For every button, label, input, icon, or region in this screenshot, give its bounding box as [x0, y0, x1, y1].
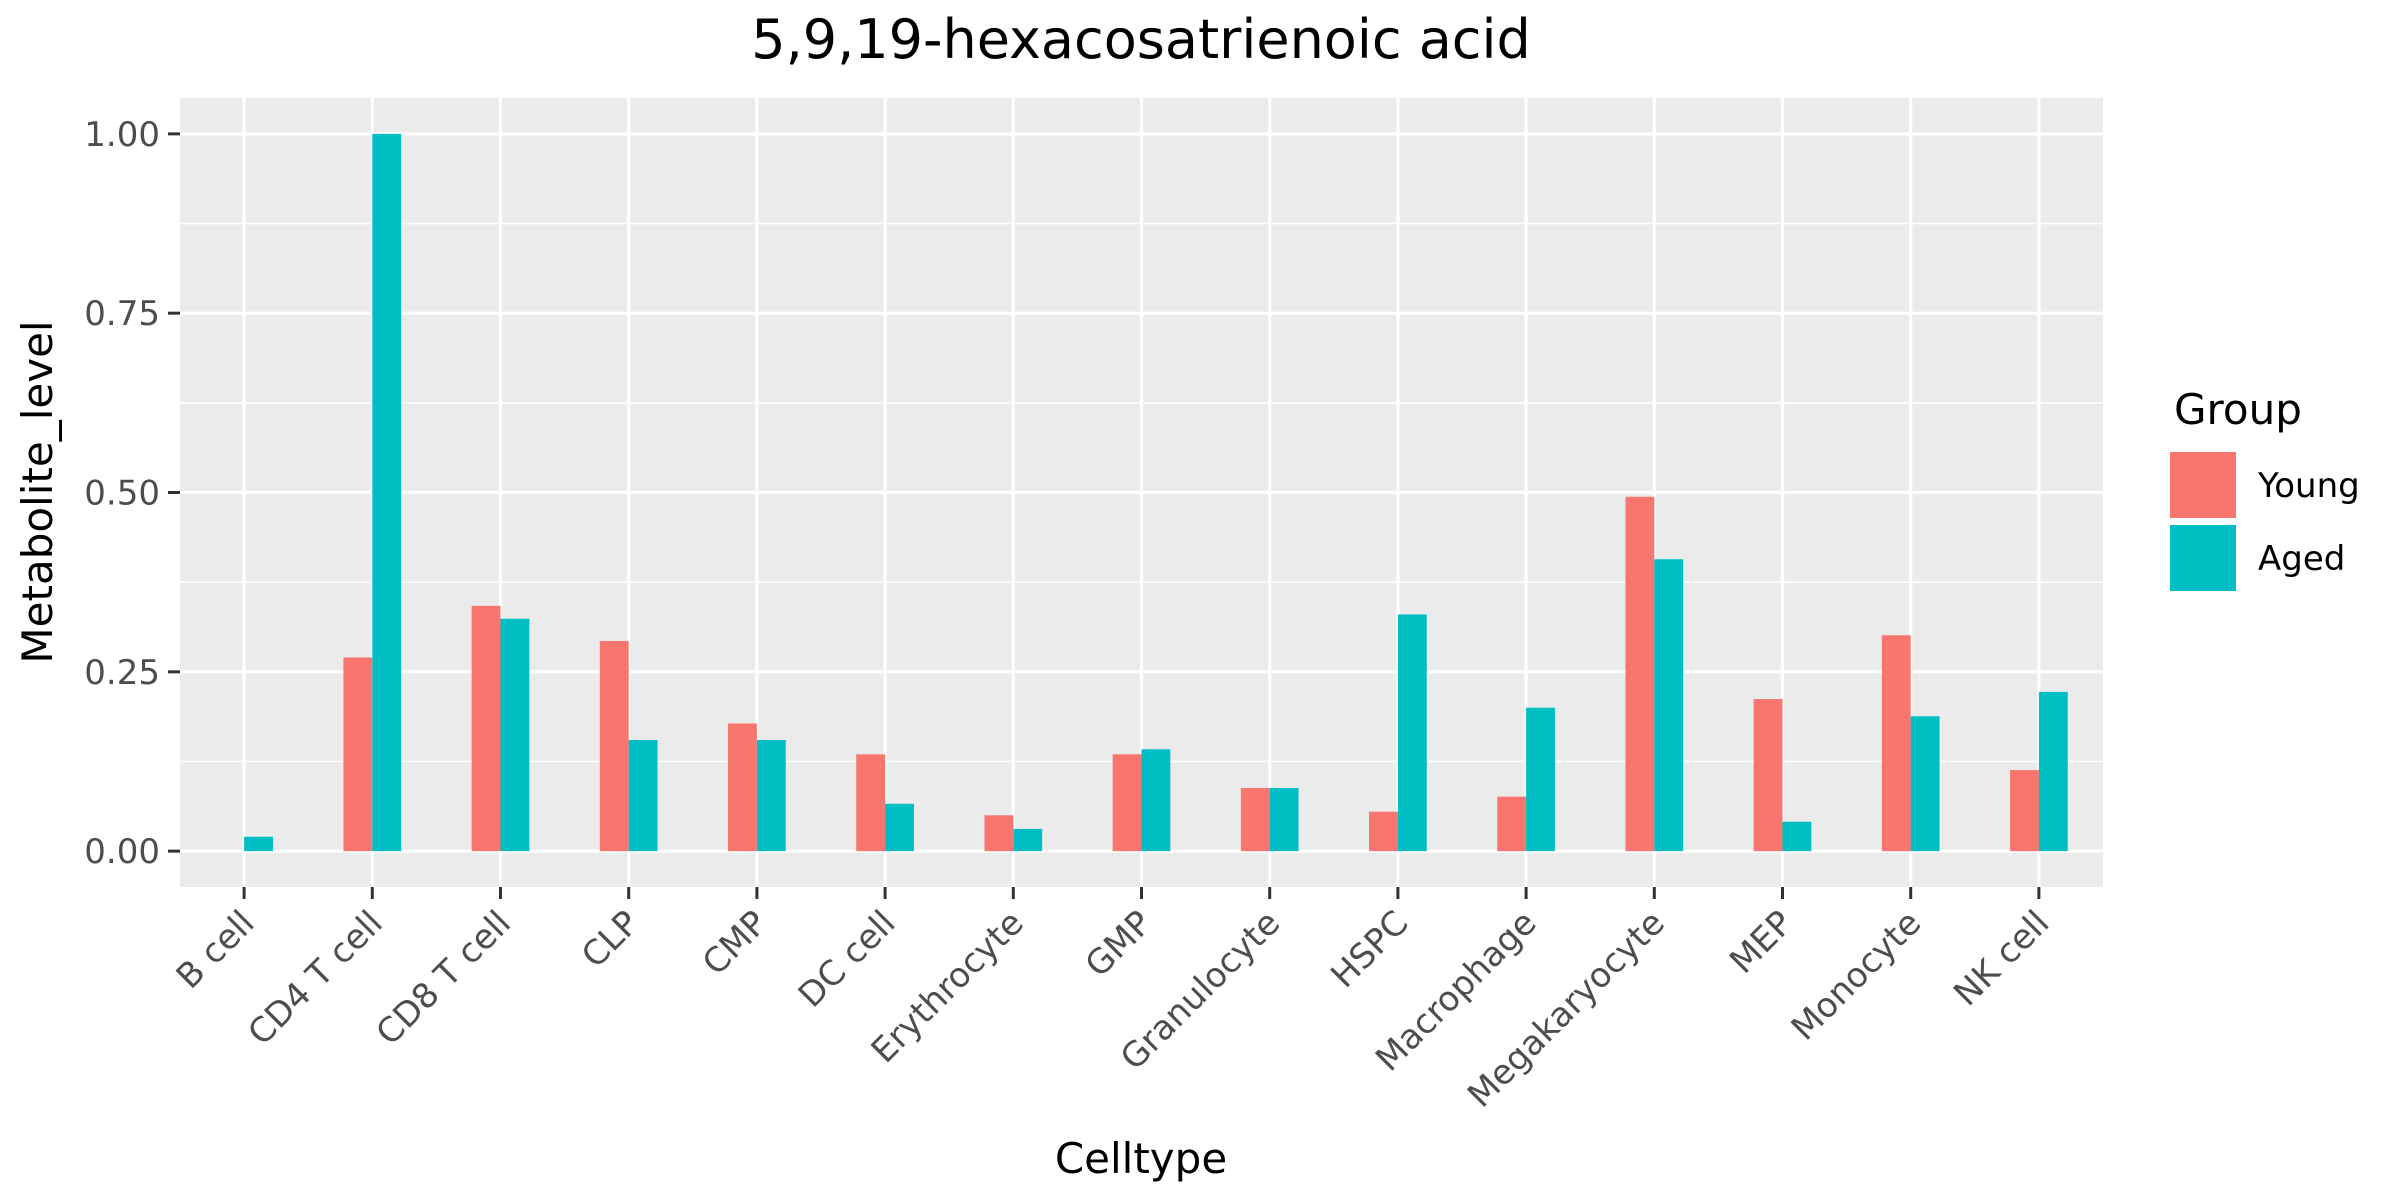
bar-aged-dc-cell	[885, 803, 914, 852]
bar-young-gmp	[1112, 754, 1142, 852]
bar-young-nk-cell	[2010, 770, 2039, 852]
legend-label-aged: Aged	[2258, 539, 2345, 579]
bar-aged-mep	[1782, 821, 1812, 852]
bar-aged-cmp	[756, 739, 786, 852]
bar-aged-macrophage	[1526, 707, 1555, 852]
x-tick-label: MEP	[1722, 903, 1801, 982]
bar-young-megakaryocyte	[1625, 496, 1655, 852]
x-tick-label: NK cell	[1946, 903, 2057, 1014]
bar-aged-granulocyte	[1269, 788, 1299, 852]
bar-young-hspc	[1369, 811, 1398, 852]
bar-aged-cd8-t-cell	[500, 618, 530, 852]
bar-aged-b-cell	[244, 836, 273, 852]
x-tick-label: B cell	[169, 903, 263, 997]
x-tick-label: HSPC	[1323, 903, 1416, 996]
legend-key-young	[2170, 452, 2236, 518]
x-tick-label: CD4 T cell	[240, 903, 390, 1053]
bar-young-mep	[1753, 699, 1783, 852]
y-tick-label: 1.00	[84, 115, 160, 155]
y-axis-title: Metabolite_level	[13, 320, 62, 663]
bar-aged-monocyte	[1910, 716, 1940, 852]
legend-label-young: Young	[2257, 466, 2360, 506]
bar-young-monocyte	[1881, 635, 1911, 852]
y-tick-label: 0.00	[84, 832, 160, 872]
bar-young-cd4-t-cell	[343, 657, 373, 852]
x-tick-label: CLP	[574, 903, 647, 976]
x-tick-label: GMP	[1078, 903, 1160, 985]
legend-key-aged	[2170, 525, 2236, 591]
y-axis: 0.00 0.25 0.50 0.75 1.00	[84, 115, 180, 872]
bar-young-granulocyte	[1240, 788, 1270, 852]
bar-young-erythrocyte	[984, 815, 1014, 852]
bar-young-cd8-t-cell	[471, 605, 501, 852]
bar-aged-clp	[628, 739, 658, 852]
legend-title: Group	[2174, 385, 2302, 434]
bar-aged-megakaryocyte	[1654, 559, 1684, 852]
bar-aged-erythrocyte	[1013, 828, 1043, 852]
x-tick-label: Monocyte	[1784, 903, 1929, 1048]
bar-aged-hspc	[1397, 614, 1427, 852]
x-axis-title: Celltype	[1055, 1134, 1227, 1183]
x-tick-label: CMP	[695, 903, 775, 983]
x-tick-label: DC cell	[791, 903, 904, 1016]
bar-aged-cd4-t-cell	[372, 133, 402, 852]
bar-young-macrophage	[1497, 796, 1527, 852]
bar-young-cmp	[728, 723, 757, 852]
chart-title: 5,9,19-hexacosatrienoic acid	[751, 8, 1531, 71]
legend: Group Young Aged	[2170, 385, 2360, 591]
bar-aged-nk-cell	[2038, 691, 2068, 852]
bar-young-clp	[599, 640, 629, 852]
bars	[244, 133, 2068, 852]
bar-aged-gmp	[1141, 749, 1171, 852]
bar-young-dc-cell	[856, 754, 886, 852]
y-tick-label: 0.50	[84, 474, 160, 514]
x-tick-label: CD8 T cell	[369, 903, 519, 1053]
y-tick-label: 0.25	[84, 653, 160, 693]
y-tick-label: 0.75	[84, 294, 160, 334]
